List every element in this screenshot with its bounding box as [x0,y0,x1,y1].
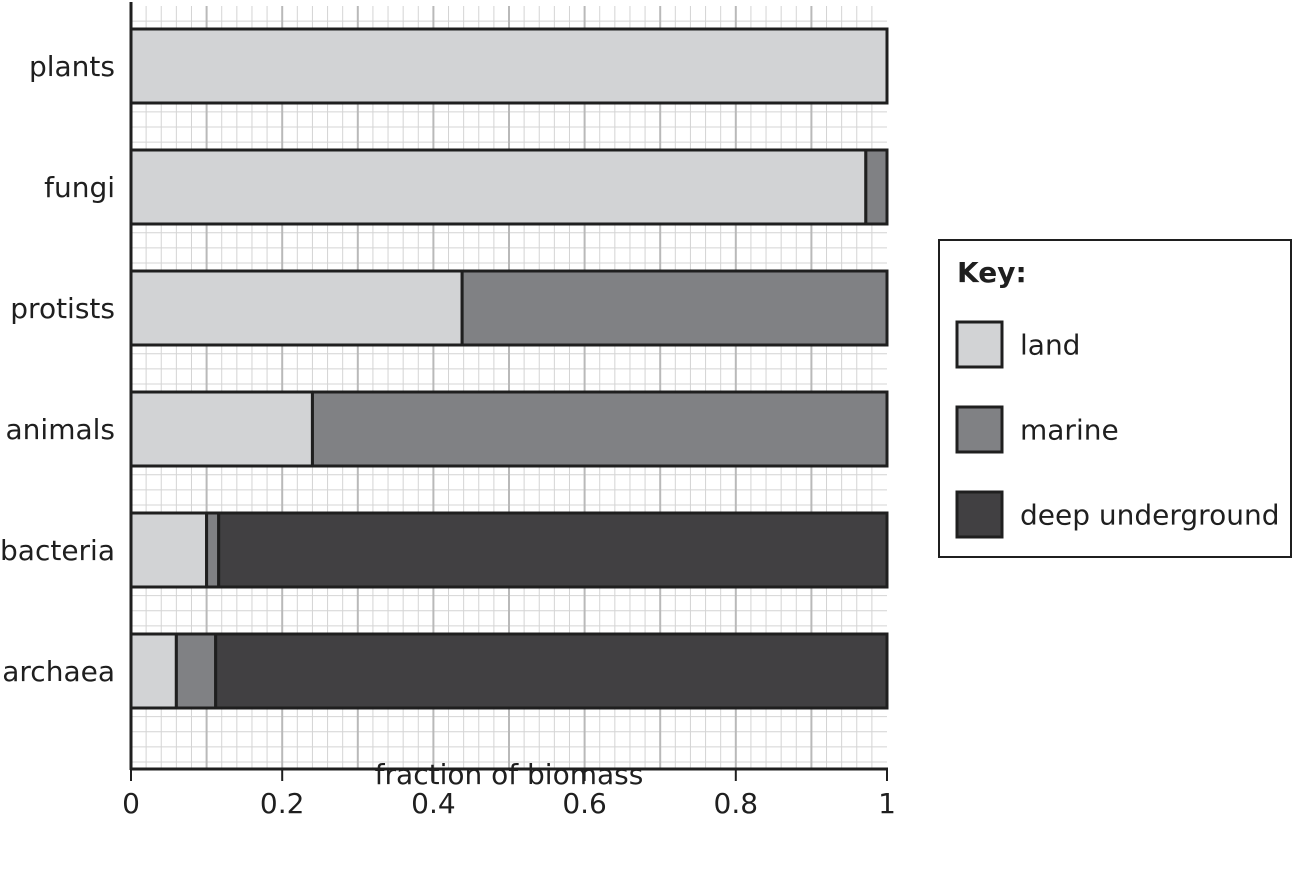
bar-segment-protists-marine [460,269,889,347]
bar-segment-bacteria-deep-underground [217,511,889,589]
x-tick-label: 0.6 [562,787,607,820]
legend-label-deep-underground: deep underground [1020,499,1279,532]
x-tick-label: 0.4 [411,787,456,820]
category-label-archaea: archaea [2,655,115,688]
bar-segment-archaea-marine [174,632,218,710]
category-label-plants: plants [29,50,115,83]
bar-segment-fungi-land [129,148,868,226]
x-tick-label: 0.8 [714,787,759,820]
bar-segment-protists-land [129,269,464,347]
legend-swatch-land [955,320,1004,369]
bar-segment-fungi-marine [864,148,889,226]
bar-segment-bacteria-marine [205,511,221,589]
x-tick-label: 1 [878,787,896,820]
category-label-bacteria: bacteria [0,534,115,567]
x-tick-label: 0.2 [260,787,305,820]
bar-segment-animals-marine [310,390,889,468]
bar-segment-archaea-land [129,632,178,710]
legend-swatch-marine [955,405,1004,454]
legend-title: Key: [957,256,1027,289]
category-label-animals: animals [6,413,115,446]
bar-segment-animals-land [129,390,314,468]
labels-layer: fraction of biomass plants fungi protists a… [0,50,643,791]
category-label-fungi: fungi [44,171,115,204]
x-tick-label: 0 [122,787,140,820]
legend-label-marine: marine [1020,414,1119,447]
bar-segment-plants-land [129,27,889,105]
category-label-protists: protists [10,292,115,325]
legend: Key: land marine deep underground [938,239,1292,558]
x-axis-label: fraction of biomass [375,758,644,791]
bar-segment-archaea-deep-underground [214,632,889,710]
legend-swatch-deep-underground [955,490,1004,539]
legend-label-land: land [1020,329,1080,362]
bar-segment-bacteria-land [129,511,209,589]
axis-layer: 0 0.2 0.4 0.6 0.8 1 [122,2,896,820]
bars-layer [129,27,889,710]
